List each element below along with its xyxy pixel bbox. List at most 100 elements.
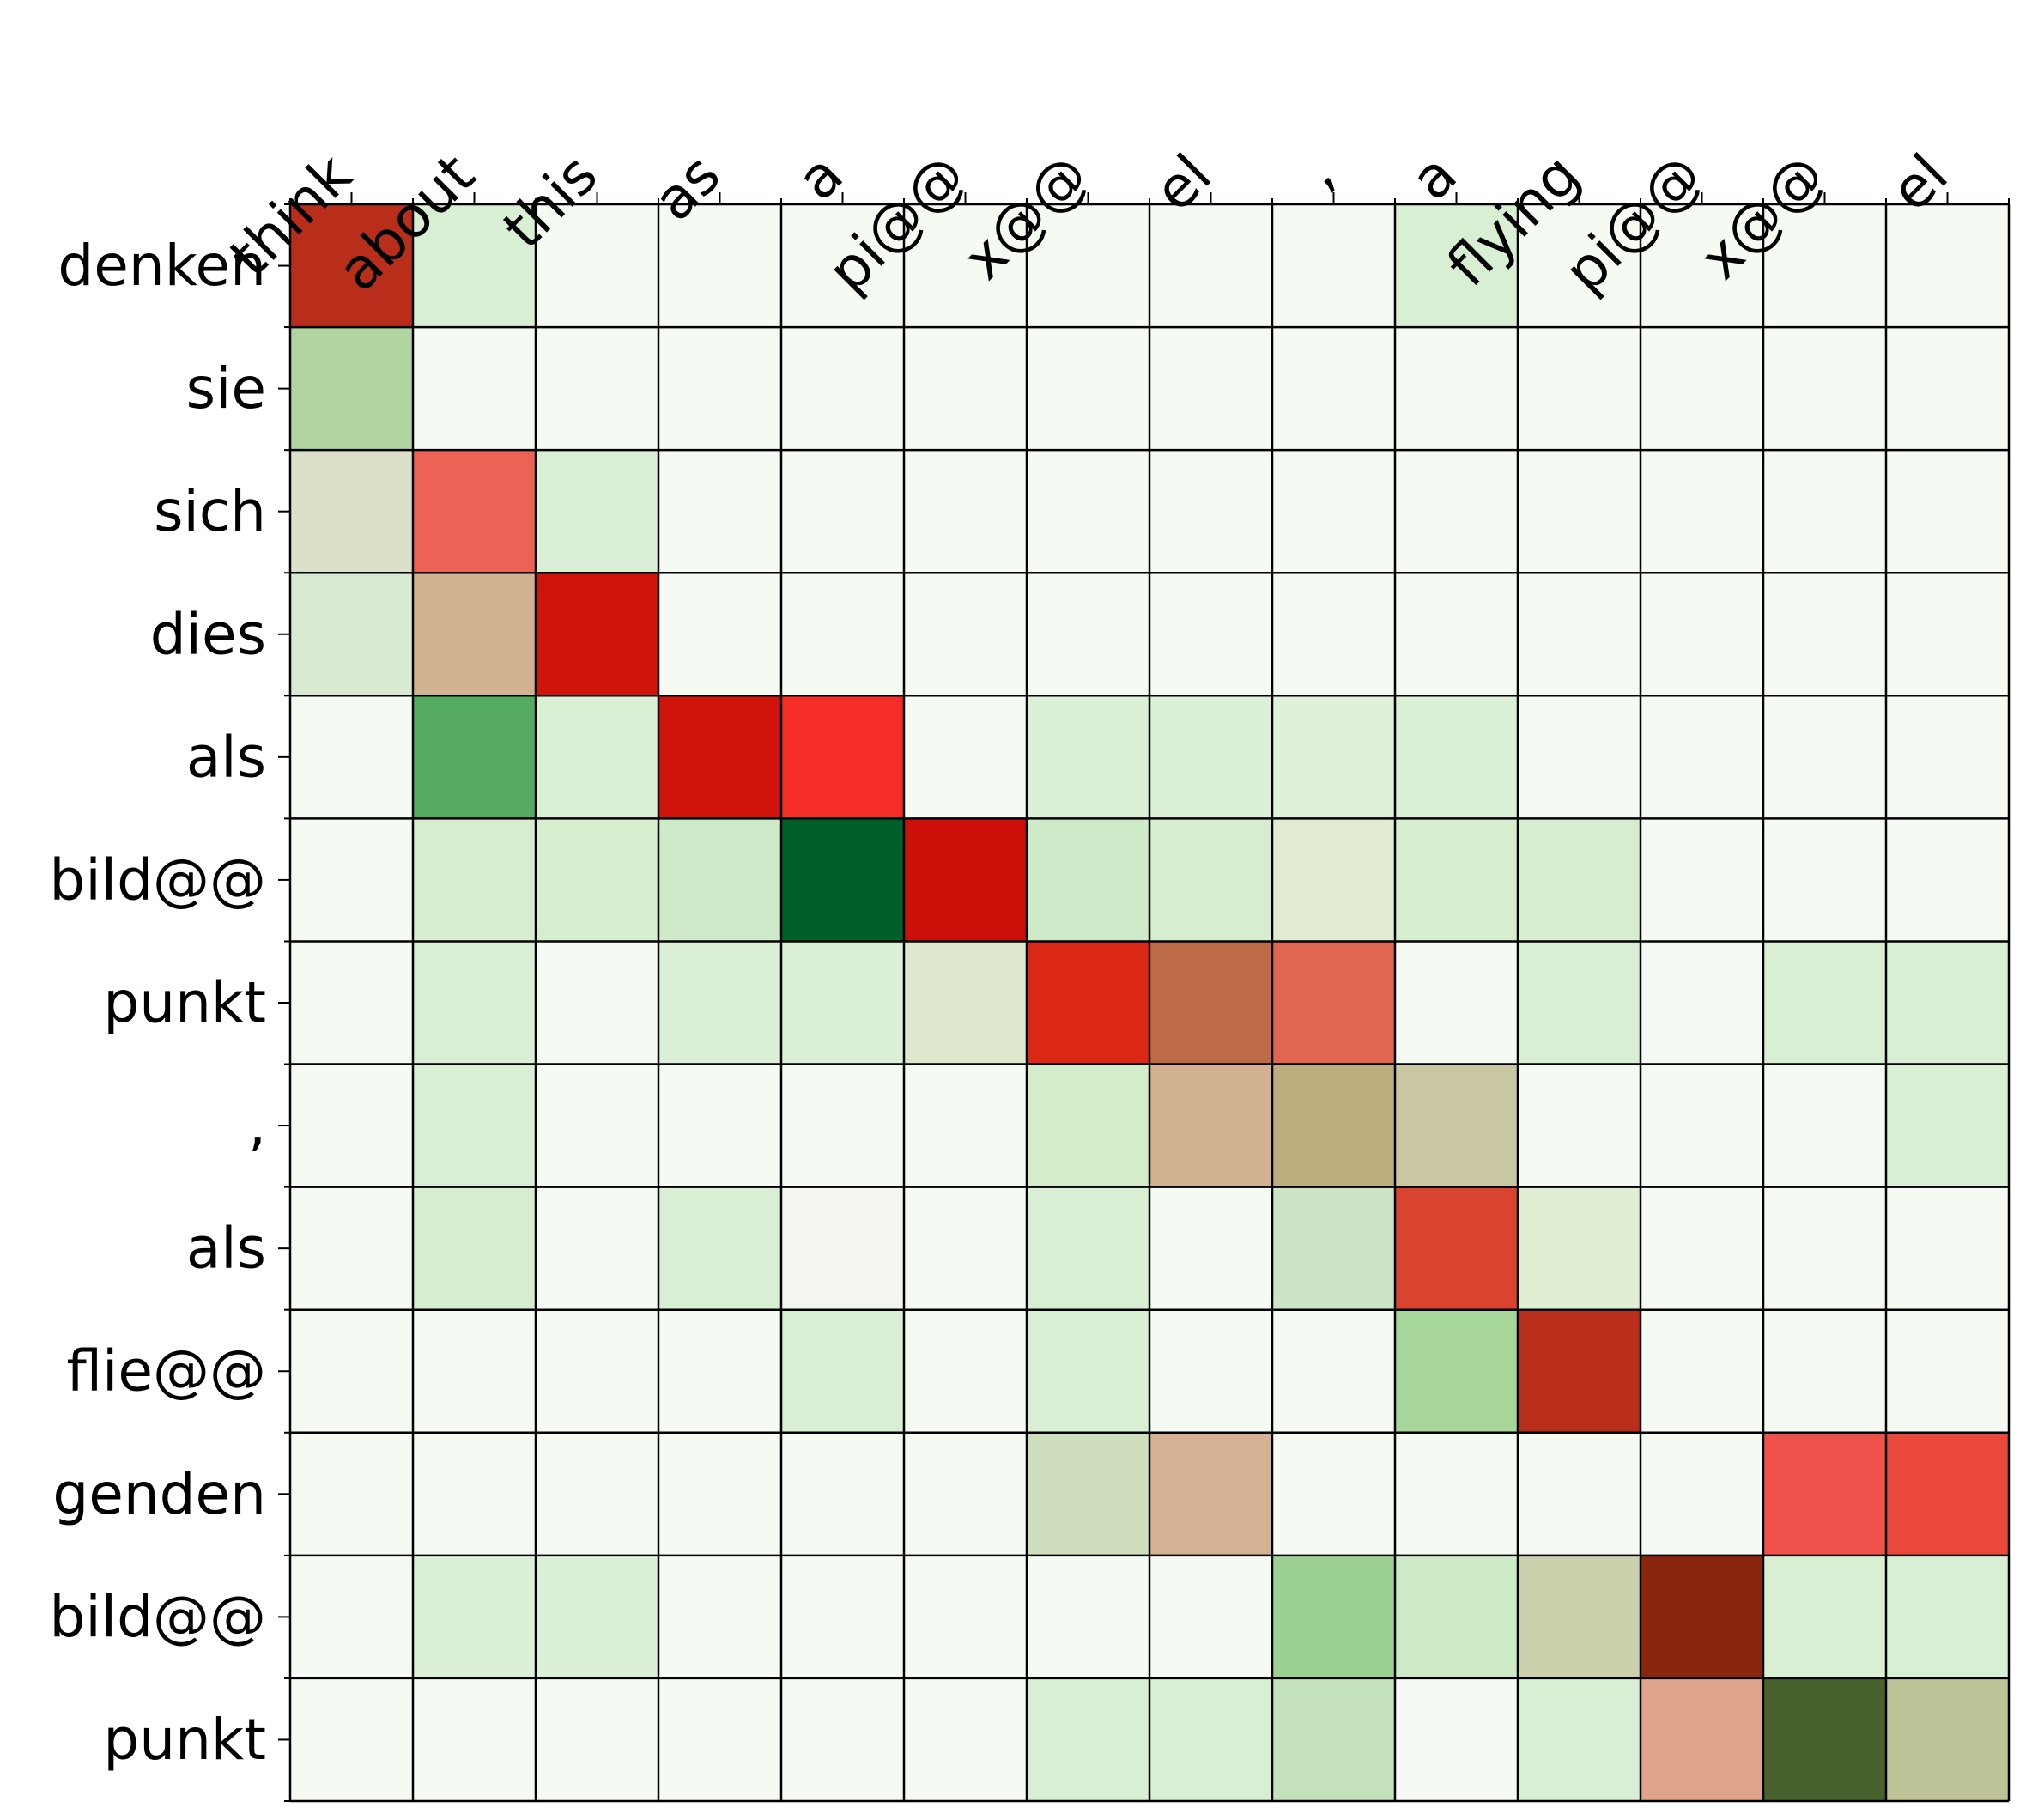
heatmap-cell-r10-c7 xyxy=(1149,1432,1272,1556)
x-tick-label: a xyxy=(1398,142,1470,213)
heatmap-cell-r1-c2 xyxy=(536,327,658,451)
heatmap-cell-r0-c11 xyxy=(1641,204,1763,328)
heatmap-cell-r5-c9 xyxy=(1395,818,1518,942)
heatmap-cell-r10-c4 xyxy=(781,1432,904,1556)
y-tick-label: punkt xyxy=(103,970,266,1036)
heatmap-cell-r0-c9 xyxy=(1395,204,1518,328)
heatmap-cell-r1-c3 xyxy=(658,327,781,451)
heatmap-cell-r3-c11 xyxy=(1641,573,1763,696)
heatmap-cell-r1-c9 xyxy=(1395,327,1518,451)
heatmap-cell-r5-c3 xyxy=(658,818,781,942)
heatmap-cell-r10-c2 xyxy=(536,1432,658,1556)
heatmap-cell-r1-c0 xyxy=(290,327,413,451)
heatmap-cell-r4-c12 xyxy=(1763,695,1886,819)
heatmap-cell-r4-c0 xyxy=(290,695,413,819)
heatmap-cell-r1-c13 xyxy=(1886,327,2009,451)
heatmap-cell-r9-c9 xyxy=(1395,1309,1518,1433)
heatmap-cell-r12-c6 xyxy=(1027,1677,1149,1801)
heatmap-cell-r6-c11 xyxy=(1641,941,1763,1065)
heatmap-cell-r8-c2 xyxy=(536,1186,658,1310)
heatmap-cell-r11-c9 xyxy=(1395,1555,1518,1678)
heatmap-cell-r9-c1 xyxy=(413,1309,536,1433)
heatmap-cell-r11-c5 xyxy=(904,1555,1027,1678)
heatmap-cell-r6-c5 xyxy=(904,941,1027,1065)
heatmap-cell-r5-c5 xyxy=(904,818,1027,942)
heatmap-cell-r9-c6 xyxy=(1027,1309,1149,1433)
heatmap-cell-r1-c4 xyxy=(781,327,904,451)
heatmap-cell-r3-c10 xyxy=(1518,573,1641,696)
heatmap-cell-r10-c1 xyxy=(413,1432,536,1556)
heatmap-cell-r11-c11 xyxy=(1641,1555,1763,1678)
heatmap-cell-r8-c8 xyxy=(1272,1186,1395,1310)
heatmap-cell-r8-c5 xyxy=(904,1186,1027,1310)
heatmap-cell-r3-c13 xyxy=(1886,573,2009,696)
heatmap-cell-r8-c13 xyxy=(1886,1186,2009,1310)
heatmap-cell-r2-c5 xyxy=(904,450,1027,573)
heatmap-cell-r11-c0 xyxy=(290,1555,413,1678)
heatmap-cell-r2-c8 xyxy=(1272,450,1395,573)
heatmap-cell-r11-c1 xyxy=(413,1555,536,1678)
y-tick-label: sie xyxy=(186,355,266,422)
heatmap-grid xyxy=(288,203,2011,1803)
y-tick-label: genden xyxy=(52,1461,266,1527)
heatmap-cell-r0-c0 xyxy=(290,204,413,328)
heatmap-cells xyxy=(290,204,2009,1801)
y-tick-label: denken xyxy=(58,233,266,299)
heatmap-cell-r7-c13 xyxy=(1886,1064,2009,1187)
heatmap-cell-r9-c3 xyxy=(658,1309,781,1433)
heatmap-cell-r5-c8 xyxy=(1272,818,1395,942)
heatmap-cell-r4-c5 xyxy=(904,695,1027,819)
heatmap-cell-r6-c6 xyxy=(1027,941,1149,1065)
heatmap-cell-r4-c2 xyxy=(536,695,658,819)
heatmap-cell-r12-c13 xyxy=(1886,1677,2009,1801)
heatmap-cell-r2-c3 xyxy=(658,450,781,573)
heatmap-cell-r12-c11 xyxy=(1641,1677,1763,1801)
heatmap-cell-r1-c11 xyxy=(1641,327,1763,451)
heatmap-cell-r0-c8 xyxy=(1272,204,1395,328)
heatmap-cell-r6-c2 xyxy=(536,941,658,1065)
heatmap-cell-r4-c11 xyxy=(1641,695,1763,819)
heatmap-cell-r12-c8 xyxy=(1272,1677,1395,1801)
heatmap-cell-r3-c6 xyxy=(1027,573,1149,696)
y-tick-label: bild@@ xyxy=(50,846,266,913)
heatmap-cell-r11-c3 xyxy=(658,1555,781,1678)
heatmap-cell-r5-c4 xyxy=(781,818,904,942)
heatmap-cell-r9-c13 xyxy=(1886,1309,2009,1433)
y-tick-labels: denken sie sich dies als bild@@ punkt, als flie@… xyxy=(50,233,266,1773)
heatmap-cell-r7-c8 xyxy=(1272,1064,1395,1187)
y-tick-label: dies xyxy=(150,601,266,667)
heatmap-cell-r0-c7 xyxy=(1149,204,1272,328)
y-tick-label: als xyxy=(186,724,266,790)
heatmap-cell-r10-c13 xyxy=(1886,1432,2009,1556)
heatmap-cell-r1-c5 xyxy=(904,327,1027,451)
heatmap-cell-r9-c8 xyxy=(1272,1309,1395,1433)
y-tick-label: punkt xyxy=(103,1707,266,1773)
heatmap-cell-r10-c11 xyxy=(1641,1432,1763,1556)
heatmap-cell-r0-c13 xyxy=(1886,204,2009,328)
heatmap-cell-r3-c0 xyxy=(290,573,413,696)
heatmap-cell-r12-c9 xyxy=(1395,1677,1518,1801)
heatmap-cell-r12-c0 xyxy=(290,1677,413,1801)
heatmap-cell-r10-c6 xyxy=(1027,1432,1149,1556)
heatmap-cell-r6-c12 xyxy=(1763,941,1886,1065)
heatmap-cell-r0-c10 xyxy=(1518,204,1641,328)
heatmap-cell-r6-c0 xyxy=(290,941,413,1065)
heatmap-cell-r7-c9 xyxy=(1395,1064,1518,1187)
heatmap-cell-r0-c2 xyxy=(536,204,658,328)
heatmap-cell-r8-c4 xyxy=(781,1186,904,1310)
heatmap-cell-r9-c4 xyxy=(781,1309,904,1433)
heatmap-cell-r4-c8 xyxy=(1272,695,1395,819)
heatmap-cell-r1-c1 xyxy=(413,327,536,451)
heatmap-cell-r3-c7 xyxy=(1149,573,1272,696)
heatmap-cell-r8-c3 xyxy=(658,1186,781,1310)
heatmap-cell-r9-c0 xyxy=(290,1309,413,1433)
heatmap-cell-r9-c7 xyxy=(1149,1309,1272,1433)
heatmap-cell-r4-c4 xyxy=(781,695,904,819)
heatmap-cell-r12-c4 xyxy=(781,1677,904,1801)
heatmap-cell-r11-c2 xyxy=(536,1555,658,1678)
heatmap-cell-r4-c9 xyxy=(1395,695,1518,819)
heatmap-cell-r10-c9 xyxy=(1395,1432,1518,1556)
heatmap-cell-r2-c7 xyxy=(1149,450,1272,573)
y-tick-label: flie@@ xyxy=(66,1338,266,1404)
